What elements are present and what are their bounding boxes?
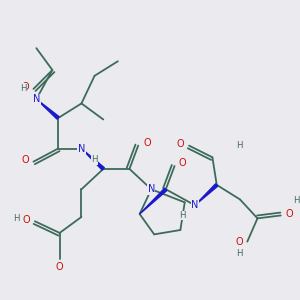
Text: N: N (148, 184, 155, 194)
Polygon shape (82, 148, 104, 170)
Text: O: O (22, 82, 29, 92)
Text: O: O (22, 155, 29, 165)
Text: H: H (293, 196, 300, 206)
Text: H: H (236, 141, 243, 150)
Text: O: O (143, 138, 151, 148)
Text: O: O (285, 209, 293, 219)
Text: O: O (56, 262, 64, 272)
Text: N: N (33, 94, 40, 104)
Text: O: O (23, 215, 31, 225)
Text: H: H (91, 155, 98, 164)
Text: H: H (236, 249, 242, 258)
Text: O: O (177, 139, 184, 149)
Text: H: H (179, 211, 186, 220)
Polygon shape (36, 99, 59, 119)
Text: O: O (179, 158, 187, 168)
Text: N: N (191, 200, 199, 210)
Text: O: O (235, 237, 243, 247)
Text: N: N (78, 143, 85, 154)
Polygon shape (195, 184, 218, 205)
Polygon shape (140, 188, 167, 214)
Text: H: H (20, 83, 26, 92)
Text: H: H (14, 214, 20, 223)
